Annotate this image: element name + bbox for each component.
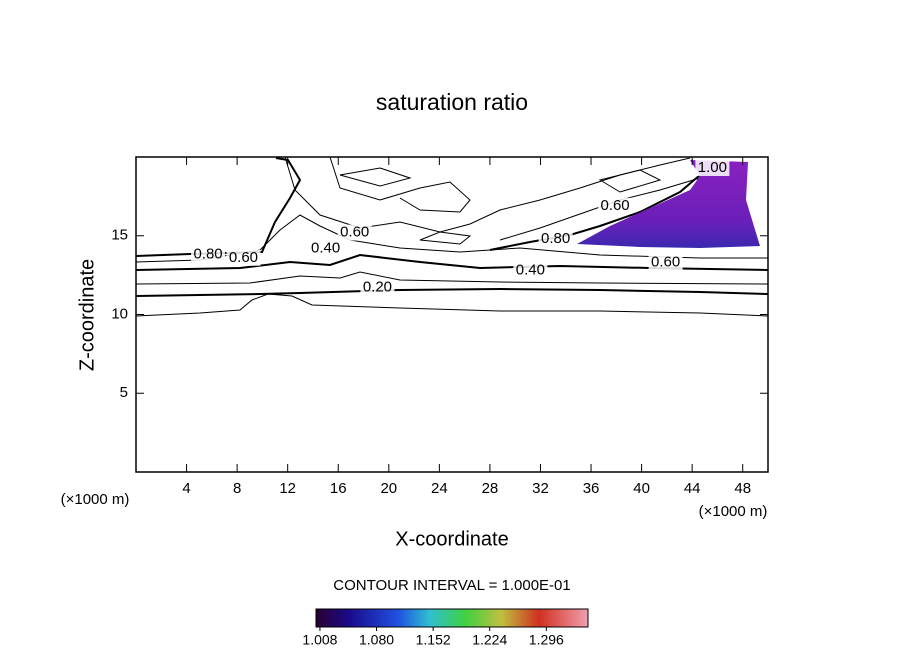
supersaturated-region: [577, 160, 760, 248]
x-tick-label: 16: [330, 480, 347, 497]
contour-label-bg: [360, 279, 395, 296]
contour-label-bg: [695, 160, 730, 177]
contour-interval: CONTOUR INTERVAL = 1.000E-01: [333, 577, 570, 594]
contour-label: 0.40: [516, 261, 545, 278]
x-tick-label: 4: [182, 480, 190, 497]
x-tick-label: 24: [431, 480, 448, 497]
x-tick-label: 48: [734, 480, 751, 497]
x-axis-title: X-coordinate: [395, 528, 508, 550]
colorbar-tick-label: 1.080: [359, 632, 394, 648]
x-unit-label: (×1000 m): [699, 503, 768, 520]
contour-label: 0.80: [541, 230, 570, 247]
colorbar-tick-label: 1.296: [529, 632, 564, 648]
contour-label: 0.60: [651, 253, 680, 270]
contour-label-bg: [191, 246, 226, 263]
contour-label-bg: [308, 240, 343, 257]
x-tick-label: 20: [380, 480, 397, 497]
contour-label: 1.00: [698, 159, 727, 176]
x-tick-label: 12: [279, 480, 296, 497]
contour-label: 0.60: [229, 249, 258, 266]
colorbar: [315, 608, 589, 628]
y-tick-label: 15: [111, 227, 128, 244]
y-tick-label: 10: [111, 305, 128, 322]
x-tick-label: 32: [532, 480, 549, 497]
contour-label: 0.40: [311, 239, 340, 256]
contour-label: 0.60: [600, 197, 629, 214]
contour-label-bg: [226, 249, 261, 266]
colorbar-tick-label: 1.152: [416, 632, 451, 648]
x-tick-label: 36: [583, 480, 600, 497]
colorbar-tick-label: 1.224: [472, 632, 507, 648]
contour-label: 0.80: [193, 246, 222, 263]
y-tick-label: 5: [120, 384, 128, 401]
contour-label-bg: [598, 197, 633, 214]
chart-title: saturation ratio: [376, 89, 528, 115]
y-axis-title: Z-coordinate: [76, 259, 98, 371]
contour-label-bg: [648, 254, 683, 271]
x-tick-label: 8: [233, 480, 241, 497]
x-tick-label: 44: [684, 480, 701, 497]
contour-label-bg: [513, 262, 548, 279]
contour-label: 0.20: [363, 279, 392, 296]
contour-label: 0.60: [340, 224, 369, 241]
colorbar-tick-label: 1.008: [302, 632, 337, 648]
contour-label-bg: [337, 224, 372, 241]
x-tick-label: 40: [633, 480, 650, 497]
x-tick-label: 28: [482, 480, 499, 497]
x-unit-label: (×1000 m): [61, 491, 130, 508]
contour-label-bg: [538, 230, 573, 247]
